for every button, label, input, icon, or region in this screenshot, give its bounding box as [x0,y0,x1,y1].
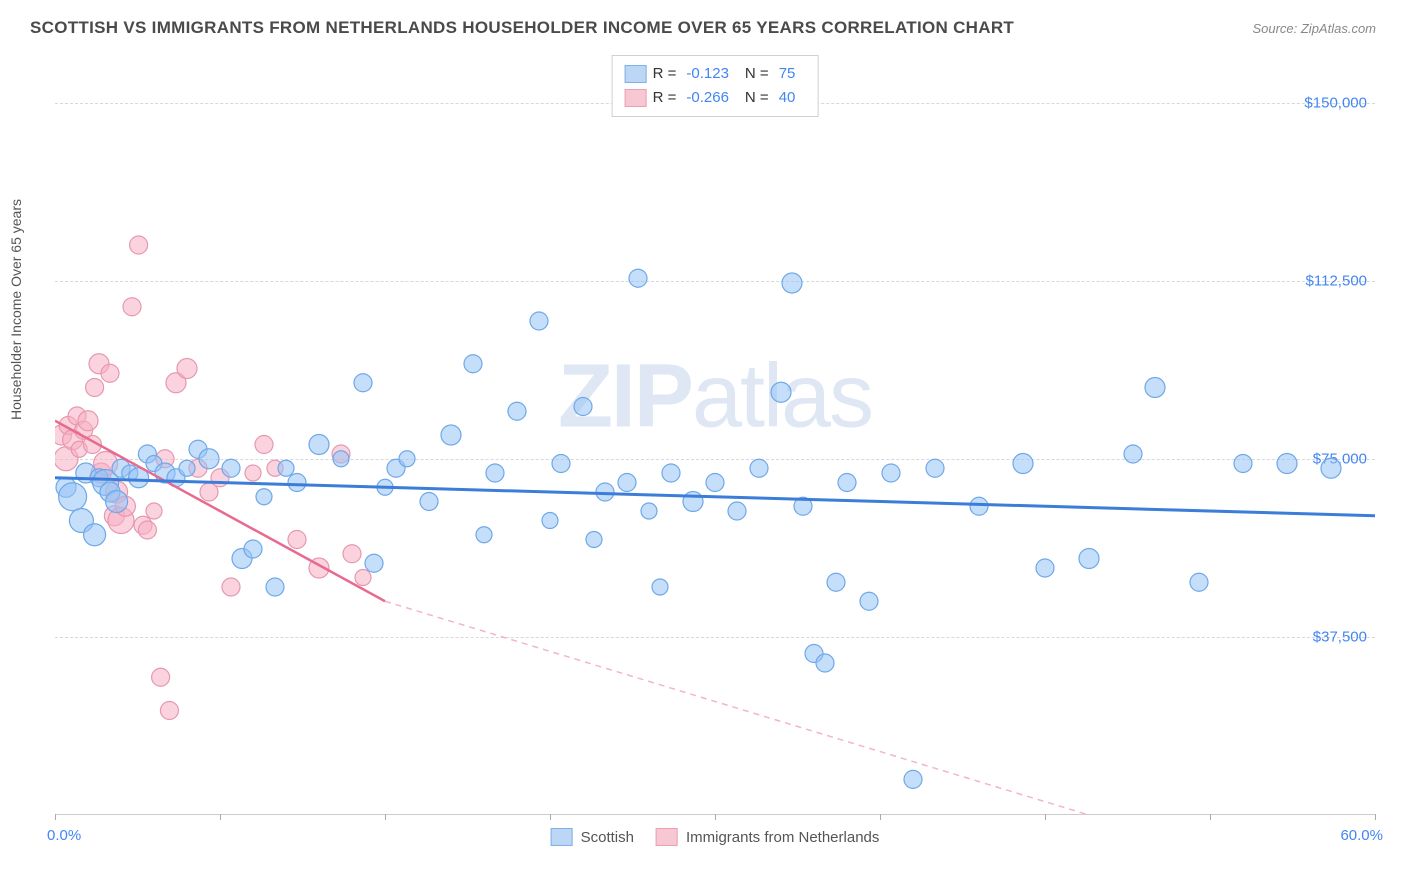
data-point [728,502,746,520]
data-point [782,273,802,293]
legend-stats: R =-0.123N =75 R =-0.266N =40 [612,55,819,117]
x-tick-label: 60.0% [1340,827,1383,844]
data-point [288,474,306,492]
data-point [420,493,438,511]
data-point [641,503,657,519]
data-point [1013,454,1033,474]
data-point [508,402,526,420]
y-axis-label: Householder Income Over 65 years [8,199,24,420]
chart-title: SCOTTISH VS IMMIGRANTS FROM NETHERLANDS … [30,18,1014,38]
data-point [138,521,156,539]
data-point [343,545,361,563]
data-point [130,236,148,254]
data-point [1190,573,1208,591]
data-point [78,411,98,431]
data-point [552,455,570,473]
data-point [399,451,415,467]
data-point [245,465,261,481]
data-point [278,460,294,476]
x-tick-label: 0.0% [47,827,81,844]
data-point [476,527,492,543]
data-point [177,359,197,379]
data-point [179,460,195,476]
data-point [970,497,988,515]
trend-line [385,601,1089,815]
data-point [160,702,178,720]
data-point [1145,378,1165,398]
data-point [146,503,162,519]
data-point [816,654,834,672]
legend-swatch [656,828,678,846]
data-point [838,474,856,492]
legend-label: Scottish [581,829,634,846]
data-point [288,531,306,549]
data-point [365,554,383,572]
data-point [255,436,273,454]
data-point [904,770,922,788]
data-point [86,379,104,397]
data-point [152,668,170,686]
data-point [1277,454,1297,474]
data-point [662,464,680,482]
legend-swatch [625,89,647,107]
data-point [441,425,461,445]
legend-series: Scottish Immigrants from Netherlands [551,828,880,846]
data-point [771,382,791,402]
data-point [101,364,119,382]
data-point [123,298,141,316]
data-point [652,579,668,595]
data-point [486,464,504,482]
data-point [618,474,636,492]
x-tick [1375,814,1376,820]
data-point [333,451,349,467]
data-point [222,459,240,477]
data-point [84,524,106,546]
data-point [1234,455,1252,473]
data-point [266,578,284,596]
data-point [926,459,944,477]
data-point [1036,559,1054,577]
data-point [59,483,87,511]
data-point [1079,549,1099,569]
data-point [574,398,592,416]
data-point [355,570,371,586]
data-point [199,449,219,469]
chart-svg [55,55,1375,815]
data-point [706,474,724,492]
data-point [1124,445,1142,463]
data-point [464,355,482,373]
data-point [1321,458,1341,478]
data-point [530,312,548,330]
data-point [244,540,262,558]
data-point [586,532,602,548]
data-point [256,489,272,505]
legend-stat-row: R =-0.123N =75 [625,62,806,86]
legend-label: Immigrants from Netherlands [686,829,879,846]
data-point [542,513,558,529]
data-point [354,374,372,392]
legend-swatch [625,65,647,83]
legend-series-item: Scottish [551,828,634,846]
legend-series-item: Immigrants from Netherlands [656,828,879,846]
legend-swatch [551,828,573,846]
data-point [827,573,845,591]
chart-area: ZIPatlas R =-0.123N =75 R =-0.266N =40 S… [55,55,1375,815]
data-point [222,578,240,596]
data-point [860,592,878,610]
legend-stat-row: R =-0.266N =40 [625,86,806,110]
data-point [106,491,128,513]
data-point [629,269,647,287]
chart-source: Source: ZipAtlas.com [1252,21,1376,36]
data-point [309,435,329,455]
data-point [750,459,768,477]
data-point [882,464,900,482]
